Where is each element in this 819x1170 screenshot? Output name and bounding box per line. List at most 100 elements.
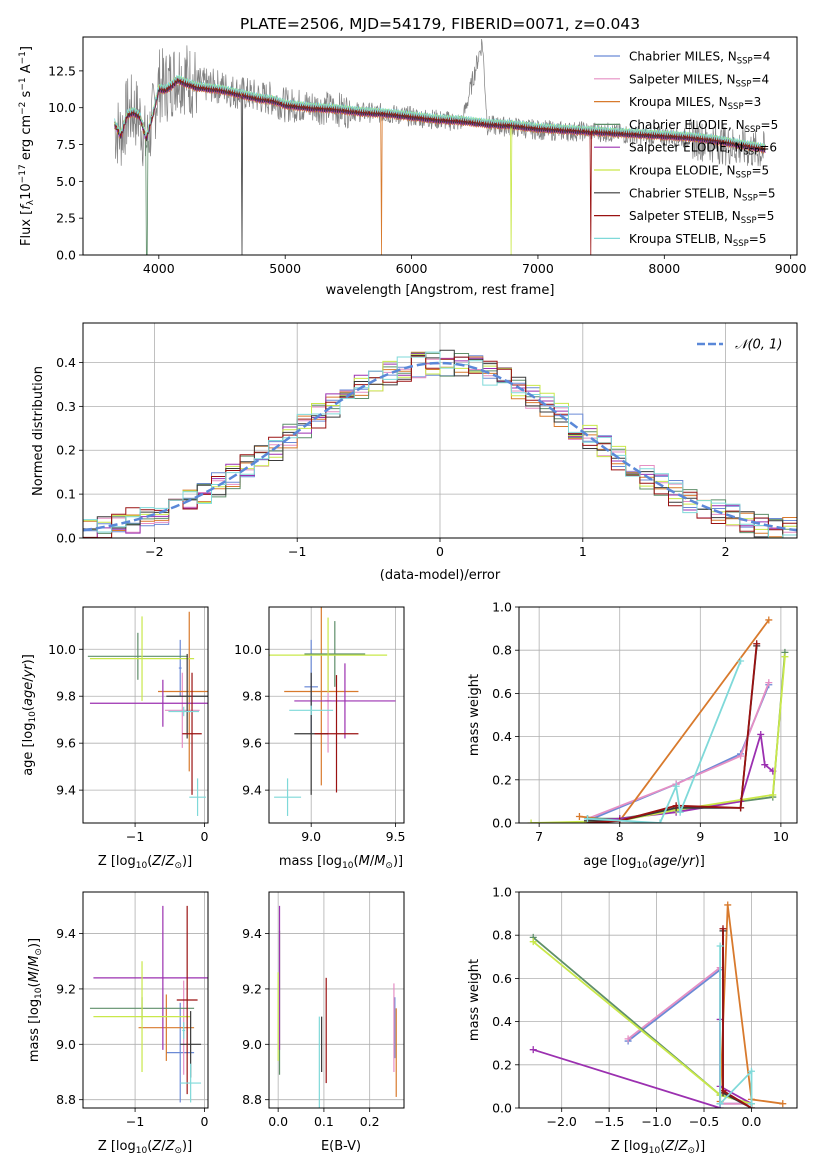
plot-area (529, 901, 787, 1108)
y-tick-label: 0.8 (492, 643, 512, 658)
legend-label: Kroupa STELIB, NSSP=5 (629, 232, 767, 249)
residual-histogram-panel: (data-model)/error Normed distribution −… (31, 322, 798, 583)
y-tick-label: 0.4 (56, 355, 76, 370)
weight-line-8 (587, 660, 742, 823)
y-tick-label: 9.0 (242, 1037, 262, 1052)
y-tick-label: 0.3 (56, 399, 76, 414)
plot-area (527, 616, 789, 823)
plot-area (269, 607, 396, 816)
y-tick-label: 1.0 (492, 600, 512, 615)
x-tick-label: 9.5 (386, 829, 406, 844)
weight-line-6 (722, 930, 752, 1108)
y-tick-label: 0.0 (492, 1101, 512, 1116)
weight-point-marker (769, 791, 777, 799)
weight-line-3 (587, 652, 786, 820)
svg-text:Z [log10(Z/Z⊙)]: Z [log10(Z/Z⊙)] (98, 854, 192, 871)
x-axis-label: wavelength [Angstrom, rest frame] (326, 283, 555, 298)
axes-frame (518, 891, 798, 1109)
y-tick-label: 9.4 (56, 783, 76, 798)
weight-line-0 (627, 967, 752, 1105)
legend: 𝒩(0, 1) (697, 338, 782, 353)
y-tick-label: 0.6 (492, 971, 512, 986)
y-tick-label: 7.5 (56, 137, 76, 152)
weight-line-8 (719, 946, 753, 1106)
y-tick-label: 12.5 (48, 63, 76, 78)
y-tick-label: 2.5 (56, 211, 76, 226)
axes-frame (82, 606, 209, 824)
age-vs-mass-panel: mass [log10(M/M⊙)] 9.0 9.5 9.4 9.6 9.8 10.0 (234, 606, 406, 871)
legend-label: Salpeter STELIB, NSSP=5 (629, 209, 774, 226)
x-tick-label: 9 (696, 829, 704, 844)
legend-label: Chabrier MILES, NSSP=4 (629, 50, 770, 67)
plot-area (83, 349, 797, 538)
mass-vs-extinction-panel: E(B-V) 0.0 0.1 0.2 8.8 9.0 9.2 9.4 (242, 891, 405, 1154)
weight-point-marker (757, 730, 765, 738)
y-tick-label: 1.0 (492, 885, 512, 900)
spectrum-panel: PLATE=2506, MJD=54179, FIBERID=0071, z=0… (18, 15, 807, 298)
x-tick-label: 2 (722, 544, 730, 559)
weight-line-7 (722, 928, 752, 1108)
x-tick-label: 7 (535, 829, 543, 844)
ticks: 9.0 9.5 9.4 9.6 9.8 10.0 (234, 642, 405, 844)
x-tick-label: 8 (616, 829, 624, 844)
x-tick-label: −1 (288, 544, 306, 559)
x-axis-label: E(B-V) (321, 1139, 361, 1154)
weight-point-marker (753, 640, 761, 648)
x-tick-label: 7000 (522, 261, 554, 276)
y-tick-label: 9.4 (242, 926, 262, 941)
x-tick-label: 9000 (775, 261, 807, 276)
weight-point-marker (527, 819, 535, 823)
ticks: −1 0 9.4 9.6 9.8 10.0 (48, 642, 208, 844)
ticks: −2 −1 0 1 2 0.0 0.1 0.2 0.3 0.4 (56, 355, 729, 559)
axes-frame (82, 891, 209, 1109)
y-tick-label: 0.2 (492, 1057, 512, 1072)
legend-label: Salpeter MILES, NSSP=4 (629, 72, 769, 89)
weight-point-marker (737, 804, 745, 812)
y-tick-label: 9.8 (242, 689, 262, 704)
x-tick-label: −1 (126, 1114, 144, 1129)
svg-text:age [log10(age/yr)]: age [log10(age/yr)] (21, 654, 38, 776)
y-tick-label: 9.2 (56, 981, 76, 996)
chart-title: PLATE=2506, MJD=54179, FIBERID=0071, z=0… (240, 15, 640, 33)
weight-point-marker (719, 925, 727, 933)
x-tick-label: −1.5 (594, 1114, 624, 1129)
model-line-7 (114, 76, 766, 255)
weight-point-marker (716, 942, 724, 950)
x-axis-label: (data-model)/error (380, 568, 501, 583)
y-tick-label: 9.6 (56, 736, 76, 751)
weight-point-marker (575, 813, 583, 821)
weight-point-marker (765, 616, 773, 624)
x-tick-label: −2 (145, 544, 163, 559)
weight-point-marker (676, 808, 684, 816)
age-vs-metallicity-panel: Z [log10(Z/Z⊙)] age [log10(age/yr)] −1 0 9… (21, 606, 209, 871)
x-tick-label: 8000 (648, 261, 680, 276)
svg-text:mass [log10(M/M⊙)]: mass [log10(M/M⊙)] (279, 854, 403, 871)
x-tick-label: 0 (436, 544, 444, 559)
weight-point-marker (529, 938, 537, 946)
y-tick-label: 9.0 (56, 1037, 76, 1052)
weight-point-marker (765, 679, 773, 687)
weight-line-1 (587, 682, 770, 820)
weight-point-marker (747, 1067, 755, 1075)
axes-frame (268, 606, 405, 824)
x-tick-label: 6000 (396, 261, 428, 276)
model-line-2 (114, 79, 766, 255)
x-axis-label: Z [log10(Z/Z⊙)] (611, 1139, 705, 1156)
model-line-8 (114, 74, 766, 149)
y-tick-label: 0.4 (492, 1014, 512, 1029)
x-tick-label: 1 (579, 544, 587, 559)
plot-area (89, 905, 208, 1103)
y-tick-label: 0.2 (56, 443, 76, 458)
ticks: 4000 5000 6000 7000 8000 9000 0.0 2.5 5.0 7.5 10.0… (48, 63, 806, 276)
gaussian-reference-line (83, 361, 797, 532)
ticks: −2.0 −1.5 −1.0 −0.5 0.0 0.0 0.2 0.4 0.6 0.8 1.0 (492, 885, 761, 1130)
y-axis-label: mass weight (467, 959, 482, 1041)
gridlines (519, 891, 797, 1109)
y-tick-label: 0.0 (56, 531, 76, 546)
weight-point-marker (761, 761, 769, 769)
x-tick-label: 5000 (269, 261, 301, 276)
y-axis-label: mass weight (467, 674, 482, 756)
x-tick-label: 4000 (143, 261, 175, 276)
y-tick-label: 0.8 (492, 928, 512, 943)
